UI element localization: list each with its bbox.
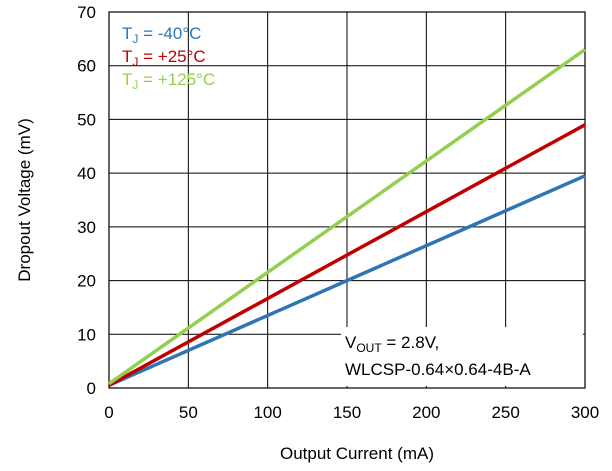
series-line: [108, 123, 586, 387]
condition-annotation: VOUT = 2.8V, WLCSP-0.64×0.64-4B-A: [345, 333, 531, 379]
y-tick-label: 50: [77, 110, 96, 129]
legend-entry-rest: = +25°C: [138, 47, 205, 66]
y-tick-label: 20: [77, 272, 96, 291]
annotation-background: [341, 327, 583, 386]
series-lines: [107, 48, 587, 387]
y-tick-label: 0: [87, 379, 96, 398]
y-tick-labels: 0 10 20 30 40 50 60 70: [77, 3, 96, 398]
series-line: [108, 174, 586, 387]
annotation-line-2: WLCSP-0.64×0.64-4B-A: [345, 360, 531, 379]
annotation-vout-main: V: [345, 333, 357, 352]
series-line: [107, 48, 587, 386]
annotation-line-1: VOUT = 2.8V,: [345, 333, 439, 355]
annotation-vout-sub: OUT: [356, 341, 382, 355]
legend-entry-sub: J: [132, 55, 138, 69]
legend-entry-main: T: [122, 24, 132, 43]
y-axis-label: Dropout Voltage (mV): [15, 118, 34, 281]
legend-entry-main: T: [122, 70, 132, 89]
y-tick-label: 70: [77, 3, 96, 22]
legend-entry-sub: J: [132, 78, 138, 92]
y-tick-label: 10: [77, 325, 96, 344]
x-tick-label: 200: [412, 403, 440, 422]
legend-entry: TJ = +25°C: [122, 47, 206, 69]
y-tick-label: 60: [77, 57, 96, 76]
legend: TJ = -40°CTJ = +25°CTJ = +125°C: [122, 24, 215, 92]
x-tick-label: 50: [179, 403, 198, 422]
x-tick-label: 0: [104, 403, 113, 422]
y-tick-label: 30: [77, 218, 96, 237]
x-tick-label: 100: [253, 403, 281, 422]
legend-entry-main: T: [122, 47, 132, 66]
y-tick-label: 40: [77, 164, 96, 183]
plot-frame: [108, 11, 586, 389]
x-tick-label: 300: [571, 403, 599, 422]
legend-entry: TJ = +125°C: [122, 70, 215, 92]
legend-entry-rest: = +125°C: [138, 70, 215, 89]
legend-entry: TJ = -40°C: [122, 24, 201, 46]
legend-entry-sub: J: [132, 32, 138, 46]
x-tick-label: 150: [333, 403, 361, 422]
annotation-vout-rest: = 2.8V,: [382, 333, 440, 352]
x-tick-labels: 0 50 100 150 200 250 300: [104, 403, 599, 422]
legend-entry-rest: = -40°C: [138, 24, 201, 43]
x-tick-label: 250: [491, 403, 519, 422]
x-axis-label: Output Current (mA): [280, 444, 434, 463]
